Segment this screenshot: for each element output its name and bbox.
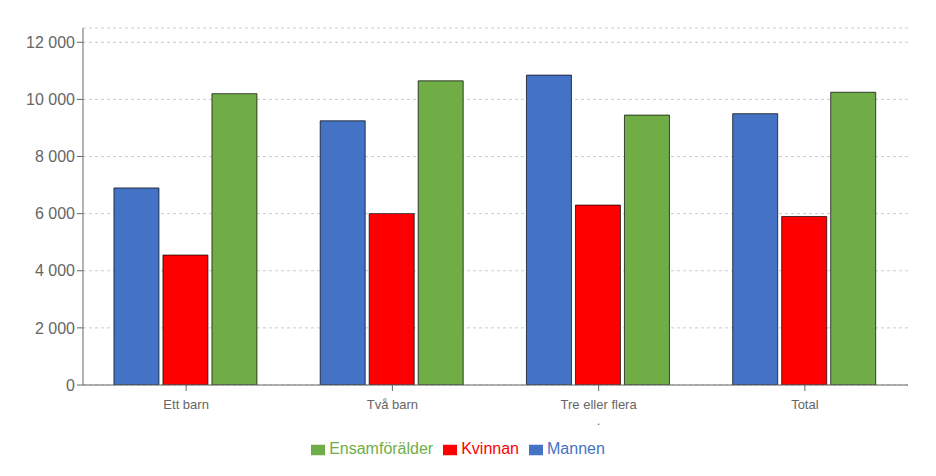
- html-text:Mannen: Mannen: [547, 440, 605, 457]
- svg-text:Två barn: Två barn: [367, 397, 418, 412]
- svg-text:6 000: 6 000: [35, 205, 75, 222]
- svg-text:Ett barn: Ett barn: [163, 397, 209, 412]
- svg-text:12 000: 12 000: [26, 34, 75, 51]
- html-text:Kvinnan: Kvinnan: [461, 440, 519, 457]
- svg-text:0: 0: [66, 377, 75, 394]
- svg-text:Total: Total: [791, 397, 819, 412]
- svg-text:Tre eller flera.: Tre eller flera.: [561, 397, 638, 428]
- svg-text:8 000: 8 000: [35, 148, 75, 165]
- svg-text:10 000: 10 000: [26, 91, 75, 108]
- svg-text:2 000: 2 000: [35, 320, 75, 337]
- html-text:Ensamförälder: Ensamförälder: [329, 440, 434, 457]
- svg-text:4 000: 4 000: [35, 262, 75, 279]
